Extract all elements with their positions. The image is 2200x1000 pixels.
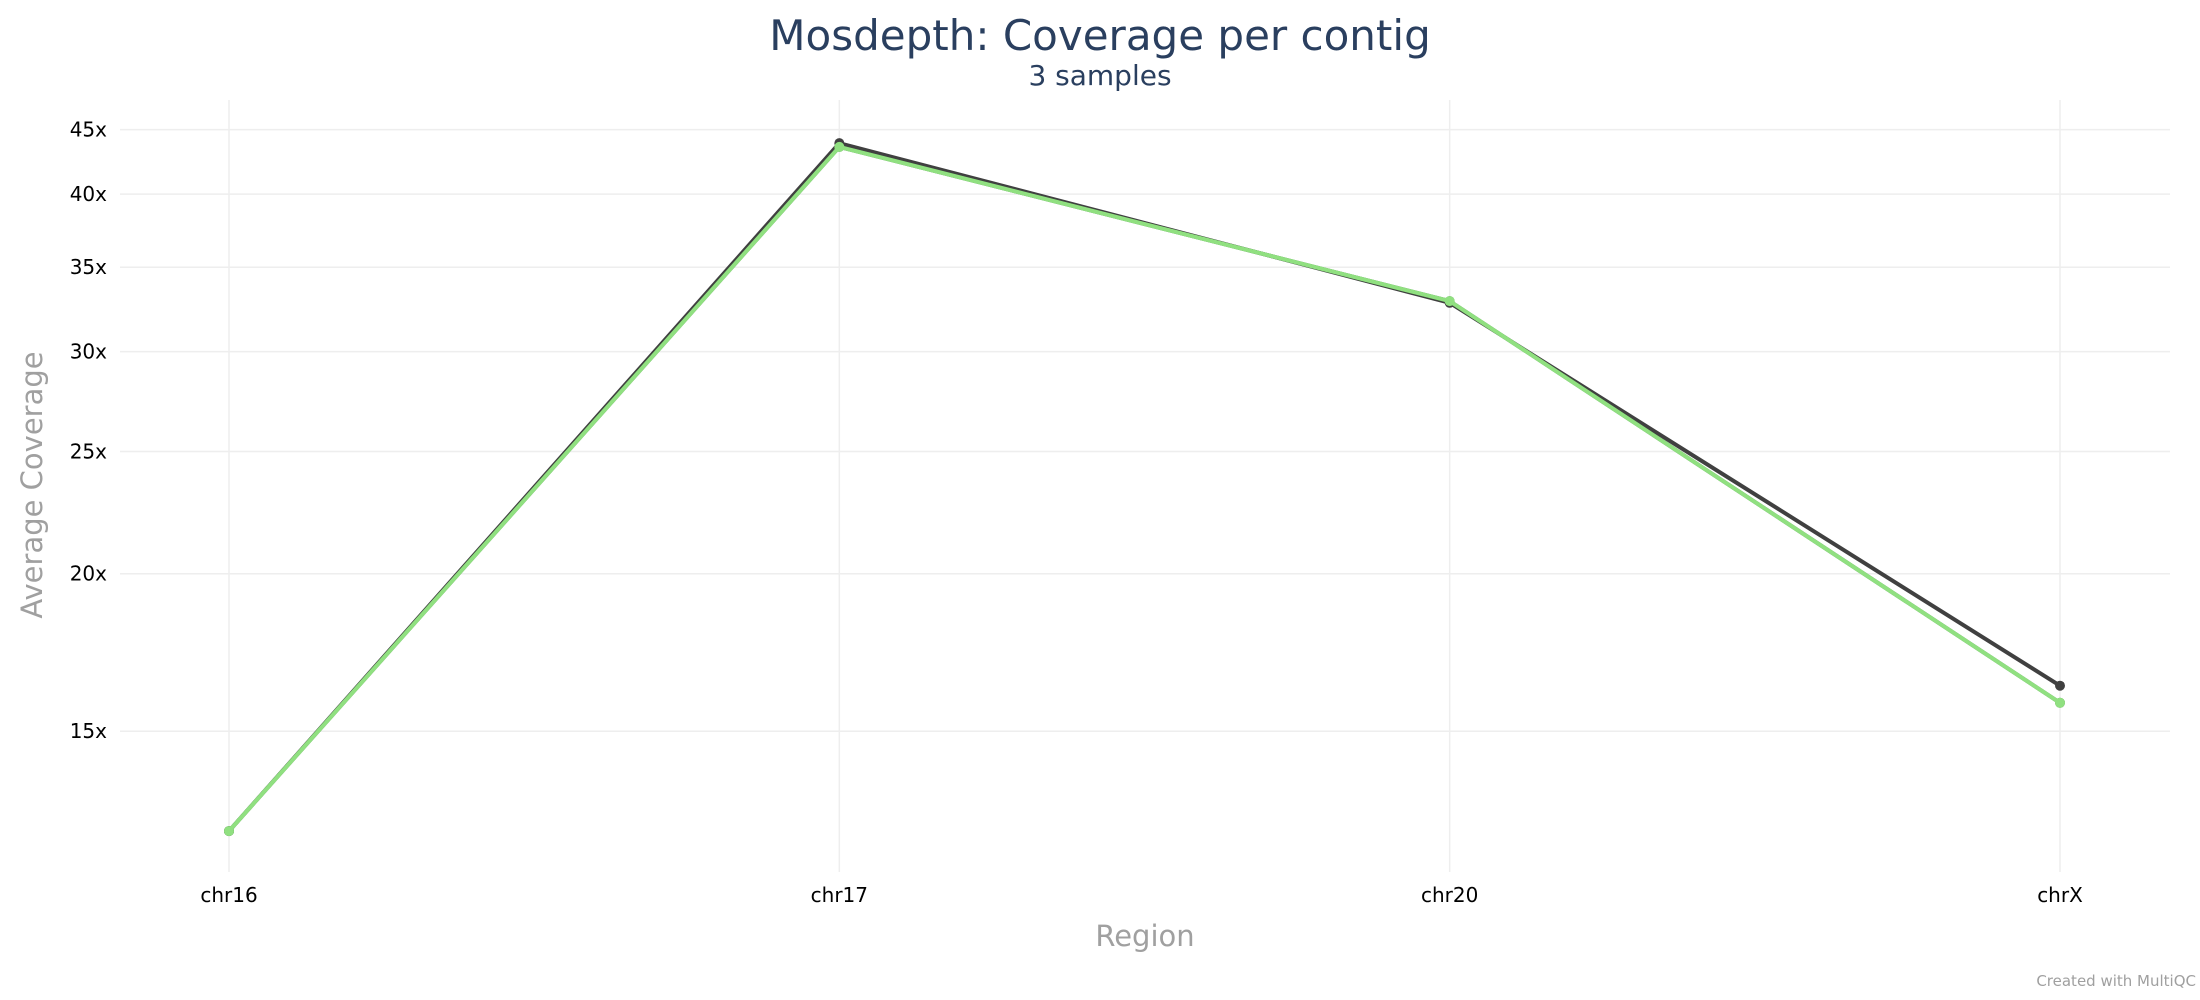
y-tick-label: 15x — [70, 719, 107, 743]
y-axis-title: Average Coverage — [15, 351, 49, 618]
x-tick-label: chrX — [2037, 883, 2083, 907]
y-axis-ticks: 15x 20x 25x 30x 35x 40x 45x — [70, 118, 107, 744]
y-tick-label: 30x — [70, 340, 107, 364]
y-tick-label: 20x — [70, 562, 107, 586]
x-tick-label: chr17 — [811, 883, 868, 907]
series-line[interactable] — [227, 144, 2062, 834]
series-line[interactable] — [227, 144, 2062, 834]
multiqc-credit: Created with MultiQC — [2036, 972, 2196, 990]
chart-subtitle: 3 samples — [1028, 59, 1171, 92]
x-axis-title: Region — [1095, 919, 1194, 953]
grid-layer — [120, 100, 2170, 872]
data-point[interactable] — [1444, 296, 1455, 307]
y-tick-label: 25x — [70, 439, 107, 463]
data-point[interactable] — [834, 141, 845, 152]
series-line[interactable] — [227, 141, 2062, 834]
y-tick-label: 45x — [70, 118, 107, 142]
series-layer — [224, 138, 2065, 837]
chart-title: Mosdepth: Coverage per contig — [769, 11, 1430, 60]
data-point[interactable] — [2055, 697, 2065, 708]
x-tick-label: chr16 — [200, 883, 257, 907]
y-tick-label: 35x — [70, 255, 107, 279]
data-point[interactable] — [2055, 680, 2065, 691]
series-3 — [224, 141, 2065, 837]
x-tick-label: chr20 — [1421, 883, 1478, 907]
y-tick-label: 40x — [70, 182, 107, 206]
data-point[interactable] — [224, 826, 234, 837]
x-axis-ticks: chr16 chr17 chr20 chrX — [200, 883, 2083, 907]
